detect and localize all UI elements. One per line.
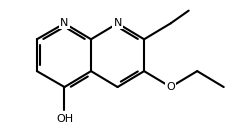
Text: O: O [166, 82, 175, 92]
Text: N: N [60, 18, 69, 28]
Text: OH: OH [56, 114, 73, 124]
Text: N: N [114, 18, 122, 28]
